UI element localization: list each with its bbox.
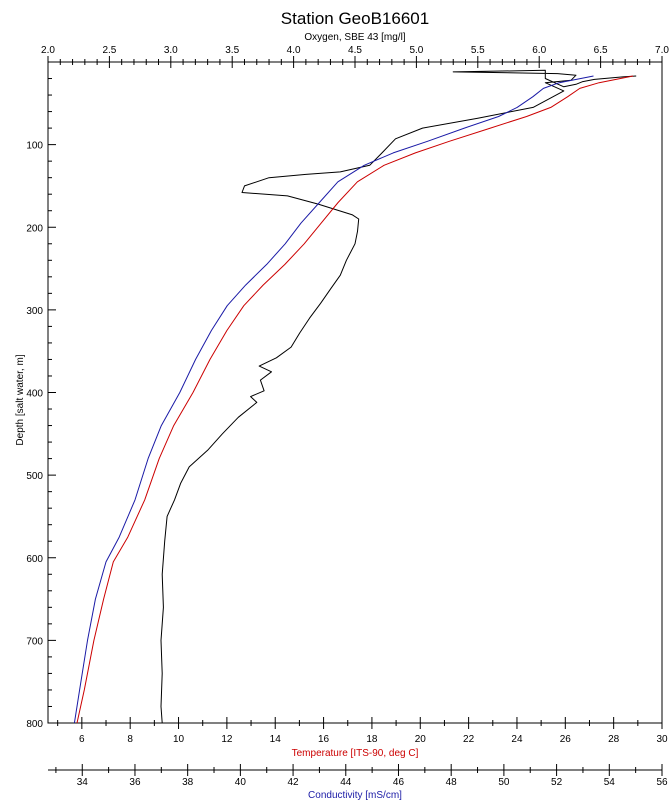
- temperature-tick-label: 12: [221, 734, 233, 745]
- chart-title: Station GeoB16601: [281, 9, 429, 28]
- temperature-tick-label: 18: [366, 734, 378, 745]
- conductivity-tick-label: 40: [235, 777, 247, 788]
- conductivity-profile-line: [73, 75, 594, 724]
- axis-ticks: 100 200 300 400 500 600 700 800 2.0 2.5 3.0 3.5 4.0 4…: [26, 45, 669, 788]
- temperature-tick-label: 6: [79, 734, 85, 745]
- depth-tick-label: 100: [26, 141, 43, 152]
- temperature-profile-line: [76, 75, 634, 724]
- temperature-tick-label: 20: [415, 734, 427, 745]
- temperature-tick-label: 30: [656, 734, 668, 745]
- oxygen-tick-label: 5.5: [471, 45, 485, 56]
- depth-tick-label: 500: [26, 471, 43, 482]
- temperature-tick-label: 22: [463, 734, 475, 745]
- data-series: [73, 69, 637, 724]
- depth-tick-label: 800: [26, 719, 43, 730]
- temperature-tick-label: 14: [270, 734, 282, 745]
- oxygen-tick-label: 3.0: [164, 45, 178, 56]
- oxygen-tick-label: 6.5: [594, 45, 608, 56]
- oxygen-tick-label: 2.5: [102, 45, 116, 56]
- depth-tick-label: 200: [26, 223, 43, 234]
- depth-axis-label: Depth [salt water, m]: [15, 354, 26, 445]
- conductivity-tick-label: 52: [551, 777, 563, 788]
- conductivity-tick-label: 56: [656, 777, 668, 788]
- oxygen-tick-label: 4.5: [348, 45, 362, 56]
- depth-tick-label: 700: [26, 636, 43, 647]
- conductivity-axis-label: Conductivity [mS/cm]: [308, 790, 402, 801]
- oxygen-tick-label: 4.0: [287, 45, 301, 56]
- oxygen-tick-label: 2.0: [41, 45, 55, 56]
- conductivity-tick-label: 50: [498, 777, 510, 788]
- oxygen-tick-label: 5.0: [409, 45, 423, 56]
- oxygen-tick-label: 6.0: [532, 45, 546, 56]
- oxygen-tick-label: 7.0: [655, 45, 669, 56]
- temperature-tick-label: 16: [318, 734, 330, 745]
- depth-tick-label: 400: [26, 389, 43, 400]
- temperature-axis-label: Temperature [ITS-90, deg C]: [292, 748, 419, 759]
- conductivity-tick-label: 36: [129, 777, 141, 788]
- temperature-tick-label: 26: [560, 734, 572, 745]
- oxygen-axis-label: Oxygen, SBE 43 [mg/l]: [304, 32, 405, 43]
- conductivity-tick-label: 46: [393, 777, 405, 788]
- conductivity-tick-label: 48: [446, 777, 458, 788]
- conductivity-tick-label: 54: [604, 777, 616, 788]
- conductivity-tick-label: 42: [288, 777, 300, 788]
- temperature-tick-label: 10: [173, 734, 185, 745]
- oxygen-profile-line: [160, 69, 637, 724]
- depth-tick-label: 600: [26, 554, 43, 565]
- conductivity-tick-label: 44: [340, 777, 352, 788]
- depth-tick-label: 300: [26, 306, 43, 317]
- temperature-tick-label: 8: [127, 734, 133, 745]
- conductivity-tick-label: 34: [77, 777, 89, 788]
- temperature-tick-label: 28: [608, 734, 620, 745]
- oxygen-tick-label: 3.5: [225, 45, 239, 56]
- temperature-tick-label: 24: [511, 734, 523, 745]
- conductivity-tick-label: 38: [182, 777, 194, 788]
